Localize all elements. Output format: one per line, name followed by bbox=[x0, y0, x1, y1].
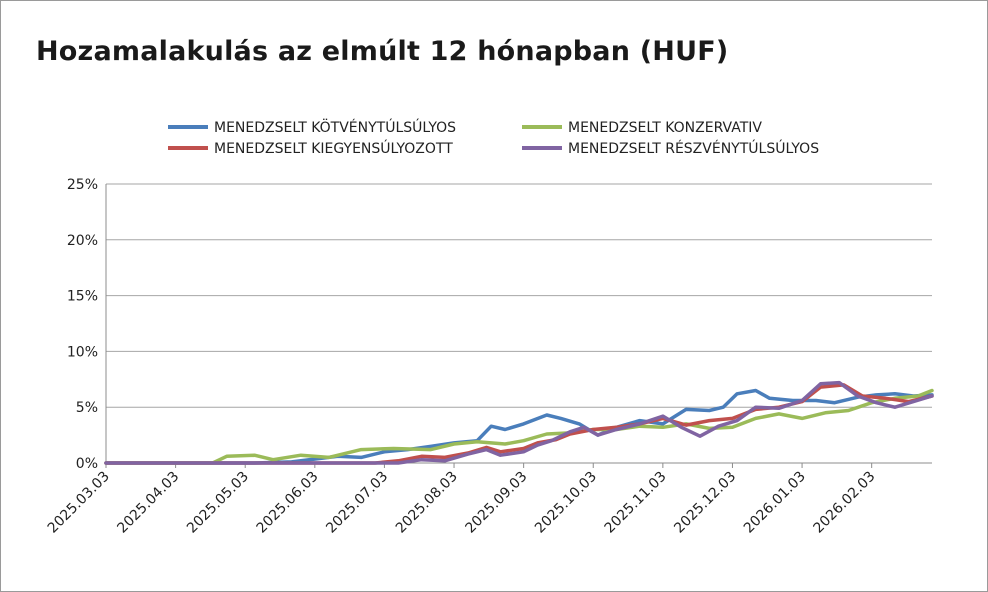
x-tick-label: 2026.02.03 bbox=[810, 469, 878, 537]
x-tick-label: 2025.08.03 bbox=[393, 469, 461, 537]
y-tick-label: 20% bbox=[67, 233, 98, 249]
chart-title: Hozamalakulás az elmúlt 12 hónapban (HUF… bbox=[36, 36, 729, 67]
x-axis-ticks: 2025.03.03 2025.04.03 2025.05.03 2025.06.03… bbox=[45, 463, 879, 537]
x-tick-label: 2025.10.03 bbox=[532, 469, 600, 537]
legend-label: MENEDZSELT RÉSZVÉNYTÚLSÚLYOS bbox=[568, 139, 819, 157]
x-tick-label: 2025.03.03 bbox=[45, 469, 113, 537]
legend-label: MENEDZSELT KIEGYENSÚLYOZOTT bbox=[214, 139, 453, 157]
series-lines bbox=[104, 380, 934, 465]
x-tick-label: 2026.01.03 bbox=[741, 469, 809, 537]
grid-lines bbox=[105, 183, 932, 464]
y-tick-label: 25% bbox=[67, 177, 98, 193]
y-tick-label: 10% bbox=[67, 344, 98, 360]
x-tick-label: 2025.04.03 bbox=[114, 469, 182, 537]
y-axis-ticks: 0% 5% 10% 15% 20% 25% bbox=[67, 177, 98, 472]
y-tick-label: 0% bbox=[76, 456, 98, 472]
x-tick-label: 2025.12.03 bbox=[671, 469, 739, 537]
x-tick-label: 2025.06.03 bbox=[254, 469, 322, 537]
legend-label: MENEDZSELT KONZERVATIV bbox=[568, 120, 762, 136]
legend: MENEDZSELT KÖTVÉNYTÚLSÚLYOS MENEDZSELT KO… bbox=[168, 118, 819, 157]
x-tick-label: 2025.09.03 bbox=[462, 469, 530, 537]
y-tick-label: 15% bbox=[67, 289, 98, 305]
x-tick-label: 2025.07.03 bbox=[323, 469, 391, 537]
series-line-4 bbox=[104, 380, 934, 465]
x-tick-label: 2025.11.03 bbox=[602, 469, 670, 537]
legend-label: MENEDZSELT KÖTVÉNYTÚLSÚLYOS bbox=[214, 118, 456, 136]
x-tick-label: 2025.05.03 bbox=[184, 469, 252, 537]
y-tick-label: 5% bbox=[76, 400, 98, 416]
